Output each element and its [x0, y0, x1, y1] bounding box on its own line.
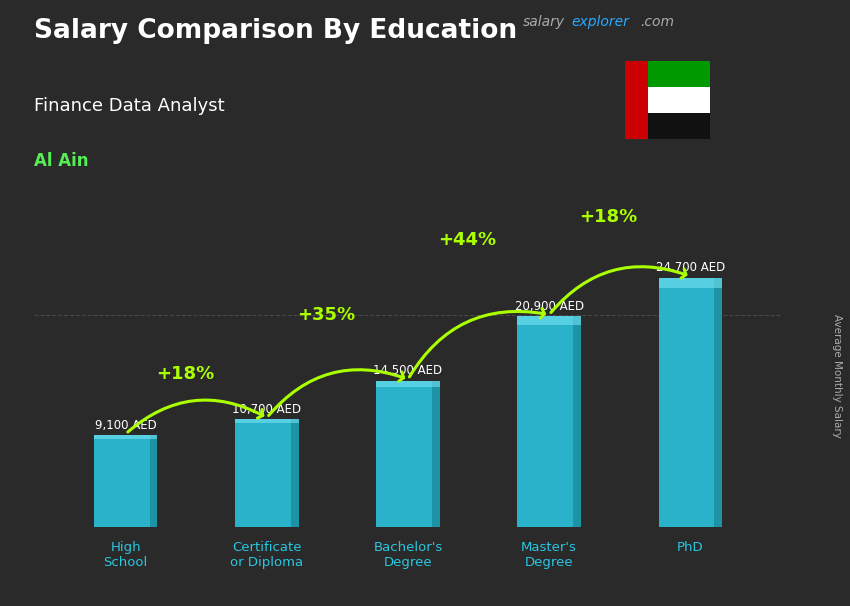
Text: Average Monthly Salary: Average Monthly Salary — [832, 314, 842, 438]
Bar — [94, 435, 157, 527]
Text: salary: salary — [523, 15, 565, 29]
Text: Salary Comparison By Education: Salary Comparison By Education — [34, 18, 517, 44]
Bar — [573, 316, 581, 527]
Bar — [235, 419, 298, 527]
Bar — [150, 435, 157, 527]
Bar — [518, 316, 581, 527]
Bar — [659, 278, 722, 288]
Text: 14,500 AED: 14,500 AED — [373, 364, 443, 377]
Bar — [377, 381, 439, 527]
Bar — [625, 87, 710, 113]
Text: 24,700 AED: 24,700 AED — [655, 261, 725, 274]
Text: Al Ain: Al Ain — [34, 152, 88, 170]
Text: 20,900 AED: 20,900 AED — [514, 299, 584, 313]
Text: 10,700 AED: 10,700 AED — [232, 402, 302, 416]
Text: .com: .com — [640, 15, 674, 29]
Bar — [625, 113, 710, 139]
Text: Finance Data Analyst: Finance Data Analyst — [34, 97, 224, 115]
Text: +18%: +18% — [156, 365, 214, 383]
Bar — [94, 435, 157, 439]
Bar — [518, 316, 581, 325]
Text: +35%: +35% — [298, 306, 355, 324]
Bar — [659, 278, 722, 527]
Bar — [625, 61, 710, 87]
Text: +44%: +44% — [439, 231, 496, 250]
Text: +18%: +18% — [580, 208, 638, 226]
Bar — [291, 419, 298, 527]
Bar — [714, 278, 722, 527]
Bar — [377, 381, 439, 387]
Bar — [625, 61, 648, 139]
Text: 9,100 AED: 9,100 AED — [95, 419, 156, 431]
Bar — [235, 419, 298, 424]
Bar — [432, 381, 439, 527]
Text: explorer: explorer — [571, 15, 629, 29]
